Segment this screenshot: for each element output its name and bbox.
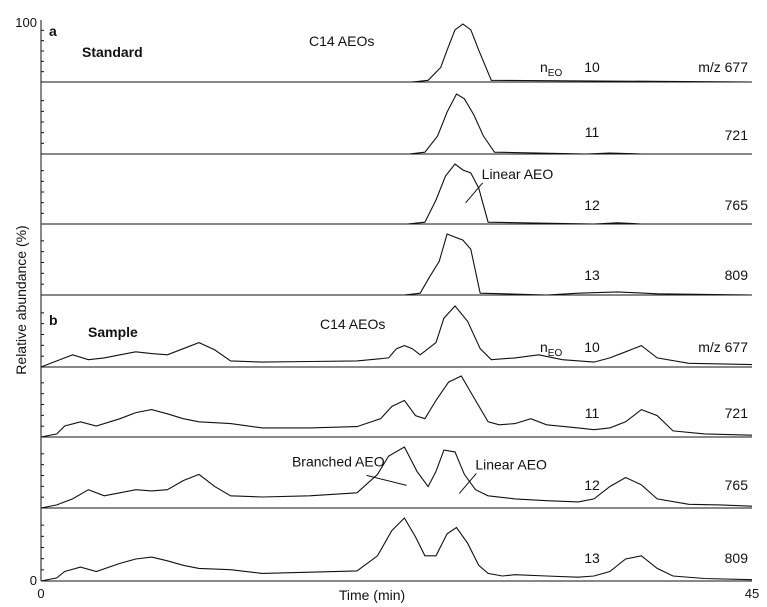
chromatogram-trace xyxy=(40,375,753,438)
section-b-title: Sample xyxy=(88,324,138,340)
chromatogram-trace xyxy=(41,93,752,155)
mz-value: 765 xyxy=(725,477,749,493)
y-tick-bottom: 0 xyxy=(30,573,37,588)
neo-value: 10 xyxy=(584,59,600,75)
neo-value: 11 xyxy=(585,405,600,421)
chromatogram-trace xyxy=(41,233,753,296)
section-a-series-title: C14 AEOs xyxy=(309,33,374,49)
mz-value: 809 xyxy=(725,267,749,283)
section-a-title: Standard xyxy=(82,44,143,60)
neo-value: 13 xyxy=(584,267,600,283)
mz-value: 765 xyxy=(725,197,749,213)
x-tick-start: 0 xyxy=(37,586,44,601)
x-axis-label: Time (min) xyxy=(339,587,405,603)
chromatogram-trace xyxy=(40,305,753,368)
annotation-pointer xyxy=(366,474,407,486)
annotation-label: Linear AEO xyxy=(482,166,554,182)
annotation-pointer xyxy=(465,182,484,204)
chromatogram-trace xyxy=(40,517,753,582)
mz-value: m/z 677 xyxy=(698,59,748,75)
section-b-letter: b xyxy=(49,312,58,328)
neo-value: 12 xyxy=(584,477,600,493)
neo-label-prefix: nEO xyxy=(540,59,562,79)
annotations: Linear AEO Branched AEO Linear AEO xyxy=(292,166,553,494)
annotation-label: Linear AEO xyxy=(475,456,547,472)
mz-value: 721 xyxy=(725,127,749,143)
neo-value: 12 xyxy=(584,197,600,213)
y-axis-label: Relative abundance (%) xyxy=(13,225,29,374)
section-a-letter: a xyxy=(49,23,57,39)
annotation-label: Branched AEO xyxy=(292,453,385,469)
y-tick-top: 100 xyxy=(15,15,37,30)
neo-value: 10 xyxy=(584,339,600,355)
panels: nEO 10 m/z 677 11 721 12 765 13 809 nEO 10 m/z 677 1… xyxy=(40,23,753,582)
chromatogram-trace xyxy=(41,163,752,225)
axes xyxy=(40,20,752,582)
mz-value: m/z 677 xyxy=(698,339,748,355)
annotation-pointer xyxy=(458,473,477,494)
neo-label-prefix: nEO xyxy=(540,339,562,359)
section-b-series-title: C14 AEOs xyxy=(320,316,385,332)
neo-value: 13 xyxy=(584,550,600,566)
chromatogram-trace xyxy=(41,23,753,83)
neo-value: 11 xyxy=(585,124,600,140)
mz-value: 809 xyxy=(725,550,749,566)
mz-value: 721 xyxy=(725,405,749,421)
x-tick-end: 45 xyxy=(745,586,759,601)
chromatogram-trace xyxy=(40,446,753,509)
